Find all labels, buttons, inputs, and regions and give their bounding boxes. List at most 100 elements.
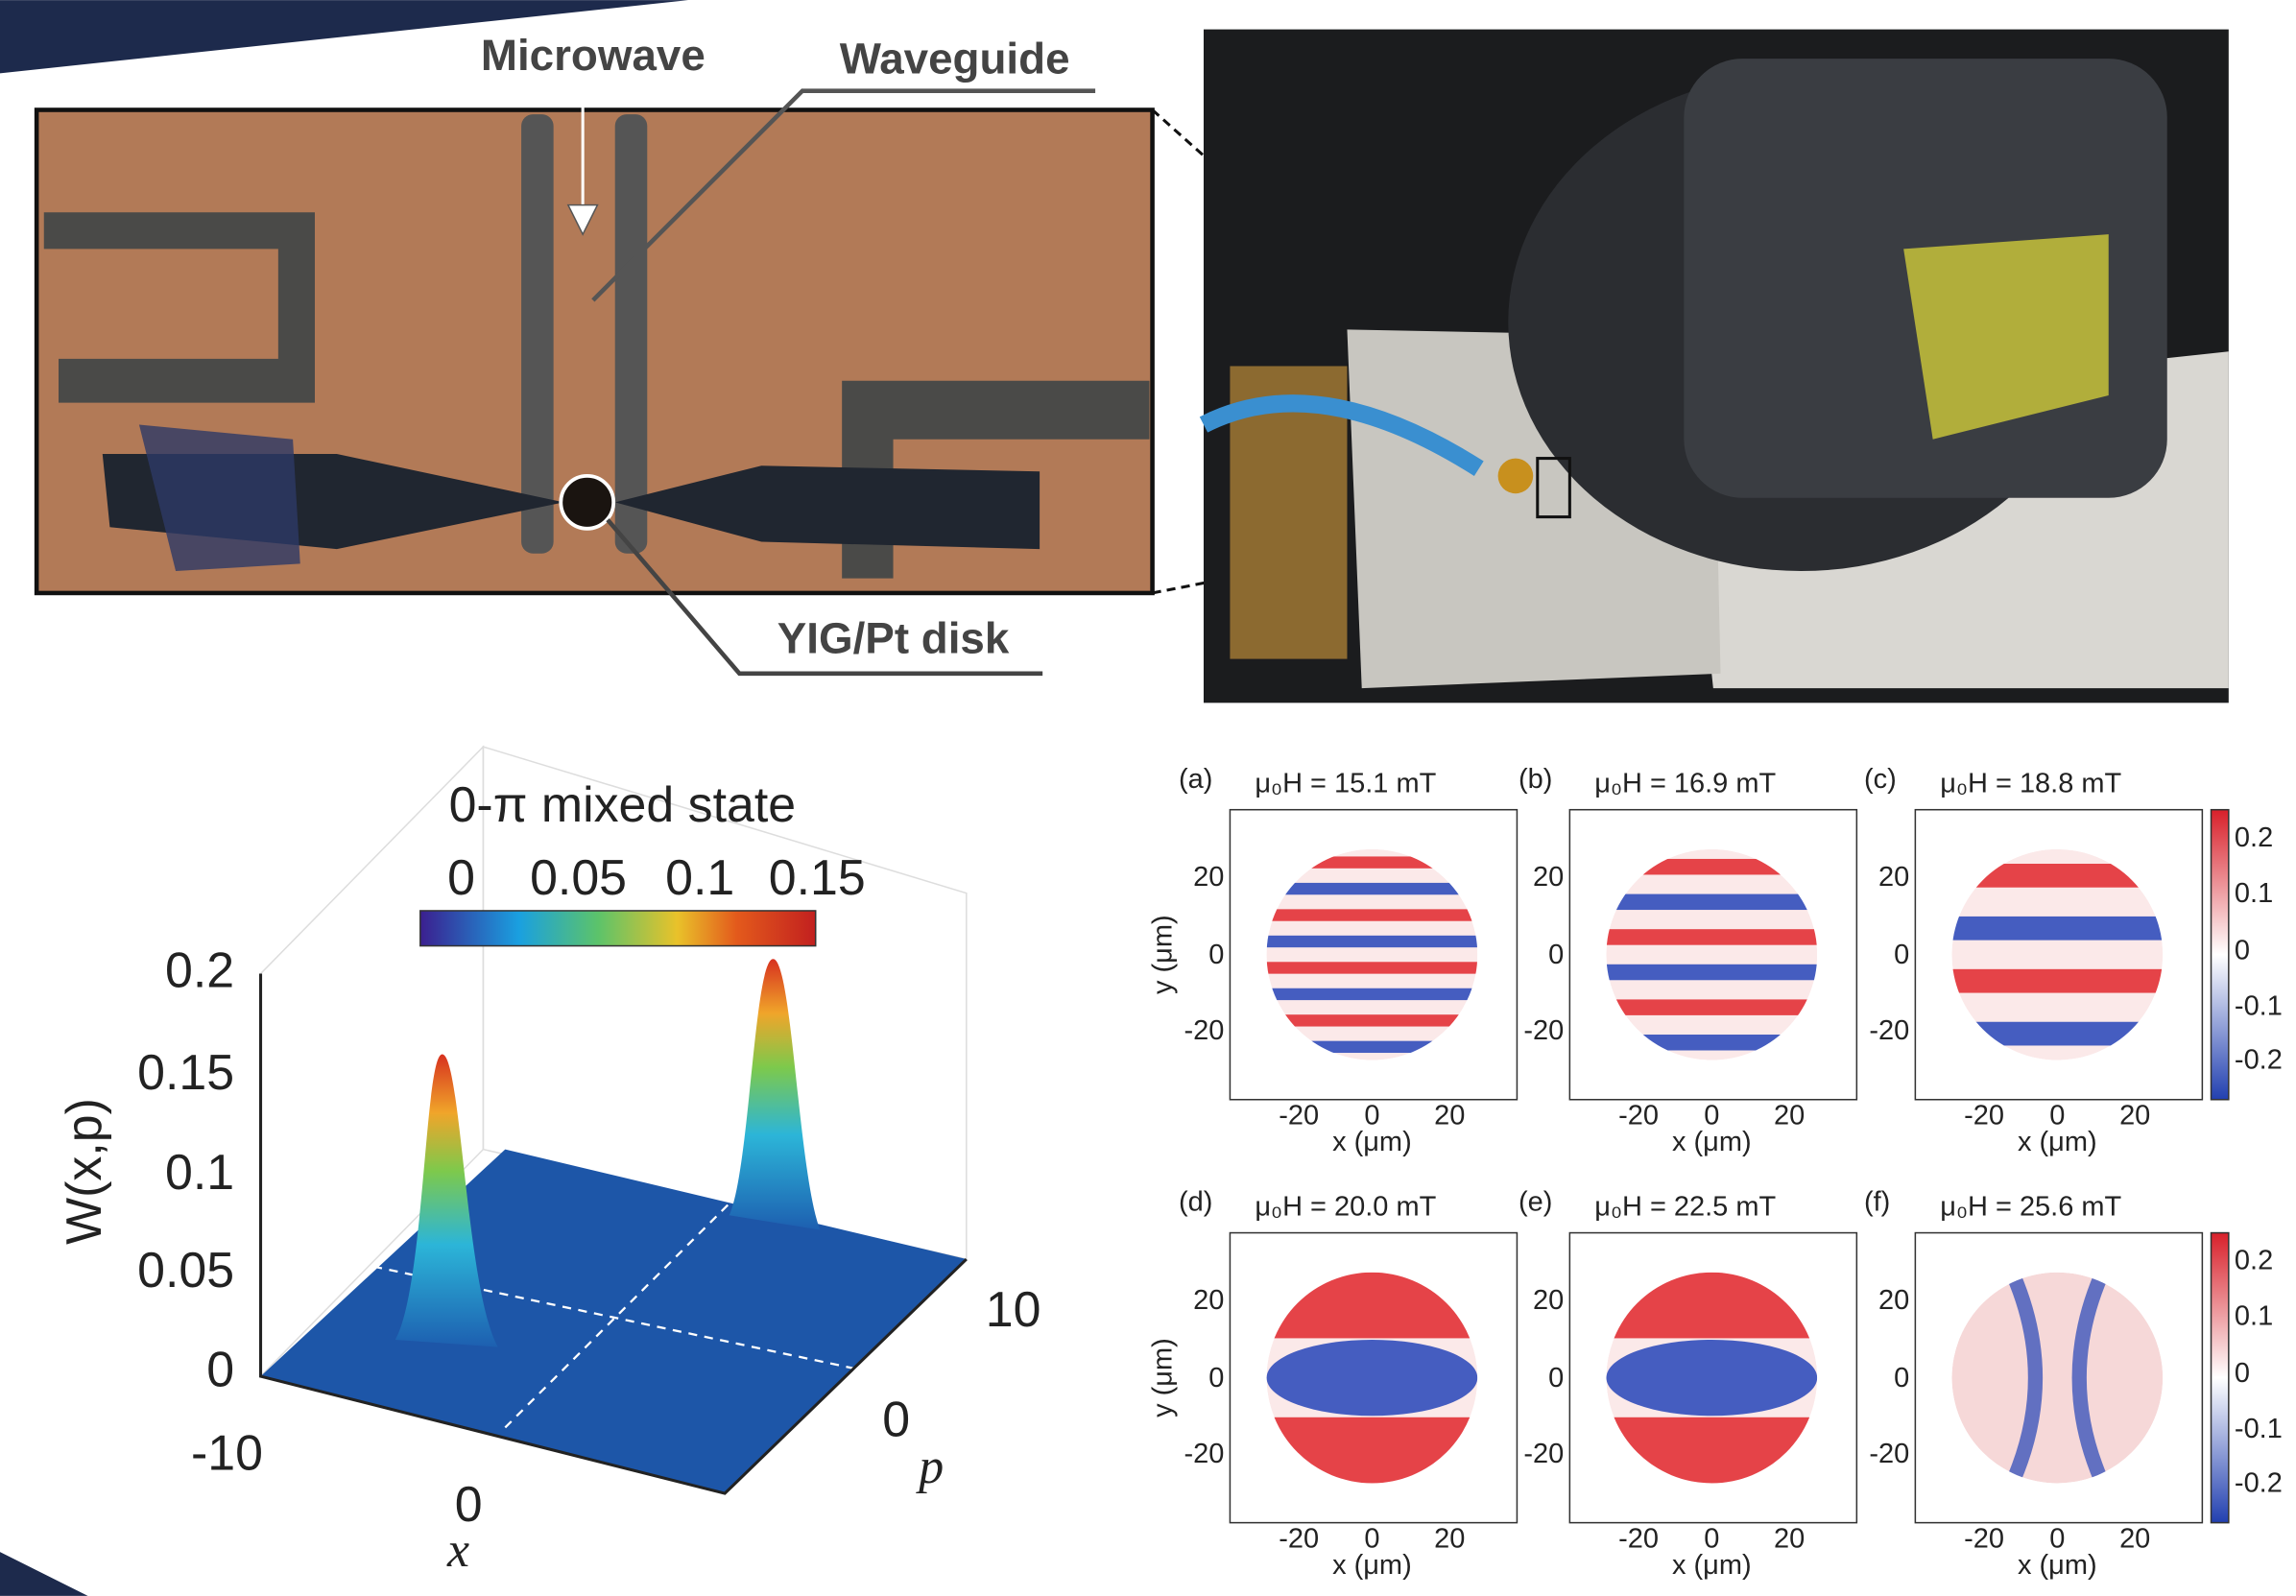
field-label: μ₀H = 18.8 mT [1940,768,2121,798]
panel-letter: (c) [1864,764,1897,795]
y-axis-label: y (μm) [1147,1338,1178,1417]
x-tick-label: -10 [191,1425,263,1481]
y-tick-label: 20 [1533,1285,1564,1316]
z-tick-label: 0.1 [165,1144,234,1200]
x-tick-label: -20 [1618,1524,1659,1555]
disk [1606,849,1817,1060]
colorbar-tick-label: -0.2 [2235,1045,2283,1076]
colorbar-tick-label: 0 [2235,935,2250,965]
page: Microwave Waveguide YIG/Pt disk 0-π mixe… [0,0,2296,1596]
stripe [1267,883,1478,894]
setup-photo [1204,30,2229,703]
blue-band [1267,1340,1478,1416]
z-tick-label: 0.15 [137,1044,234,1100]
y-tick-label: 20 [1878,1285,1909,1316]
colorbar [2212,1233,2229,1523]
y-tick-label: 20 [1193,1285,1224,1316]
stripe [1952,917,2164,941]
x-tick-label: 20 [1774,1524,1805,1555]
kerr-map [1267,849,1478,1060]
y-tick-label: 0 [1894,1363,1909,1394]
x-axis-label: x (μm) [2018,1550,2097,1581]
blue-band [1606,1340,1817,1416]
wigner-title: 0-π mixed state [449,776,796,832]
kerr-map [1267,1273,1478,1484]
x-axis-label: x (μm) [1332,1127,1412,1157]
z-tick-label: 0 [206,1342,234,1397]
x-tick-label: -20 [1279,1101,1319,1131]
y-tick-label: 0 [1548,1363,1564,1394]
stripe [1606,999,1817,1014]
colorbar-tick-label: -0.2 [2235,1468,2283,1499]
x-tick-label: 20 [1434,1101,1465,1131]
stripe [1606,929,1817,944]
stripe [1267,962,1478,973]
panel-letter: (b) [1519,764,1552,795]
kerr-map [1606,1273,1817,1484]
y-axis-label: y (μm) [1147,915,1178,994]
disk [1952,1273,2164,1484]
y-tick-label: 0 [1208,1363,1224,1394]
x-tick-label: 20 [2119,1101,2150,1131]
x-tick-label: 20 [1434,1524,1465,1555]
p-tick-label: 10 [986,1281,1041,1337]
x-tick-label: -20 [1279,1524,1319,1555]
colorbar [2212,810,2229,1100]
colorbar-tick-label: 0.2 [2235,1246,2273,1276]
stripe [1267,936,1478,947]
x-axis-label: x (μm) [1672,1550,1752,1581]
y-tick-label: -20 [1869,1439,1909,1469]
x-tick-label: 0 [455,1476,483,1532]
p-tick-label: 0 [882,1392,910,1447]
panel-letter: (d) [1179,1187,1212,1218]
stripe [1267,989,1478,1000]
stripe [1267,909,1478,920]
disk [1267,849,1478,1060]
z-tick-label: 0.2 [165,941,234,997]
stripe [1606,965,1817,980]
colorbar-tick-label: 0 [447,849,475,905]
x-tick-label: 20 [2119,1524,2150,1555]
x-axis-label: x (μm) [2018,1127,2097,1157]
panel-letter: (a) [1179,764,1212,795]
panel-letter: (f) [1864,1187,1890,1218]
figure: Microwave Waveguide YIG/Pt disk 0-π mixe… [0,0,2296,1596]
colorbar-tick-label: 0.1 [665,849,734,905]
y-tick-label: 20 [1193,862,1224,893]
x-tick-label: -20 [1964,1101,2004,1131]
stripe [1267,1014,1478,1026]
disk-label: YIG/Pt disk [777,613,1010,662]
y-tick-label: -20 [1184,1015,1224,1046]
kerr-map [1952,1273,2164,1484]
y-tick-label: 0 [1548,940,1564,970]
y-tick-label: -20 [1869,1015,1909,1046]
colorbar-tick-label: -0.1 [2235,990,2283,1021]
y-tick-label: 0 [1894,940,1909,970]
panel-letter: (e) [1519,1187,1552,1218]
kerr-map [1606,849,1817,1060]
x-tick-label: -20 [1618,1101,1659,1131]
colorbar-tick-label: 0 [2235,1358,2250,1389]
field-label: μ₀H = 16.9 mT [1594,768,1776,798]
microwave-label: Microwave [481,31,706,80]
y-tick-label: 20 [1533,862,1564,893]
colorbar-tick-label: 0.2 [2235,822,2273,853]
x-axis-label: x (μm) [1332,1550,1412,1581]
colorbar-tick-label: 0.1 [2235,1301,2273,1332]
colorbar-tick-label: 0.05 [530,849,627,905]
x-tick-label: -20 [1964,1524,2004,1555]
y-tick-label: -20 [1523,1439,1564,1469]
field-label: μ₀H = 22.5 mT [1594,1191,1776,1222]
colorbar-tick-label: -0.1 [2235,1414,2283,1444]
stripe [1952,969,2164,993]
y-tick-label: -20 [1523,1015,1564,1046]
field-label: μ₀H = 20.0 mT [1255,1191,1436,1222]
z-tick-label: 0.05 [137,1242,234,1298]
stripe [1606,894,1817,910]
colorbar-tick-label: 0.1 [2235,878,2273,909]
z-axis-label: W(x,p) [56,1098,111,1245]
y-tick-label: 20 [1878,862,1909,893]
colorbar-tick-label: 0.15 [769,849,866,905]
